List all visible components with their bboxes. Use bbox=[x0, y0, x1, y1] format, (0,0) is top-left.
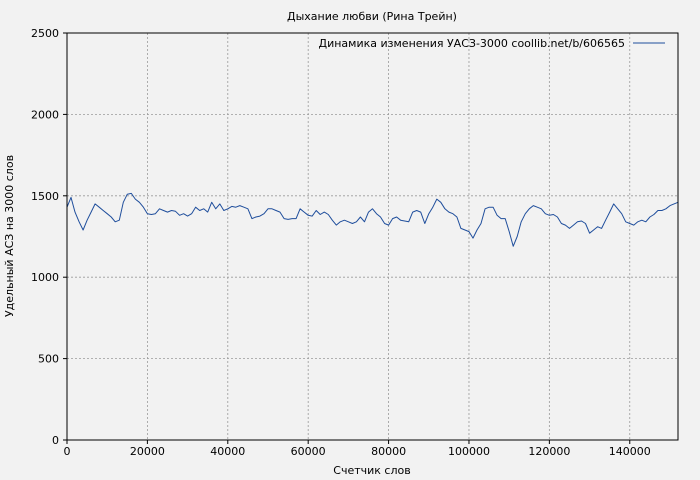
chart-title: Дыхание любви (Рина Трейн) bbox=[287, 10, 457, 23]
y-tick-label: 0 bbox=[52, 434, 59, 447]
x-tick-label: 0 bbox=[64, 445, 71, 458]
x-tick-label: 140000 bbox=[609, 445, 651, 458]
x-tick-label: 60000 bbox=[291, 445, 326, 458]
y-tick-label: 2500 bbox=[31, 27, 59, 40]
y-tick-label: 2000 bbox=[31, 108, 59, 121]
x-tick-label: 120000 bbox=[528, 445, 570, 458]
x-tick-label: 20000 bbox=[130, 445, 165, 458]
series-layer bbox=[66, 192, 679, 247]
plot-frame bbox=[66, 32, 679, 441]
x-tick-label: 40000 bbox=[210, 445, 245, 458]
legend-label: Динамика изменения УАСЗ-3000 coollib.net… bbox=[319, 37, 626, 50]
x-axis: 0 20000 40000 60000 80000 100000 120000 140000 bbox=[64, 440, 651, 458]
y-axis: 0 500 1000 1500 2000 2500 bbox=[31, 27, 67, 447]
x-tick-label: 80000 bbox=[371, 445, 406, 458]
legend: Динамика изменения УАСЗ-3000 coollib.net… bbox=[319, 37, 665, 50]
y-tick-label: 1500 bbox=[31, 190, 59, 203]
x-axis-label: Счетчик слов bbox=[333, 464, 410, 477]
y-tick-label: 1000 bbox=[31, 271, 59, 284]
series-line bbox=[66, 192, 679, 247]
y-tick-label: 500 bbox=[38, 353, 59, 366]
x-tick-label: 100000 bbox=[448, 445, 490, 458]
y-axis-label: Удельный АСЗ на 3000 слов bbox=[3, 155, 16, 317]
